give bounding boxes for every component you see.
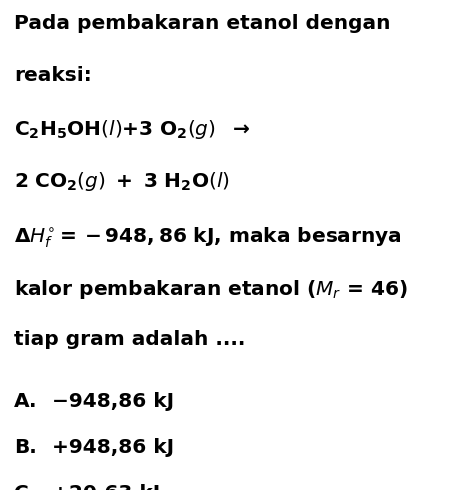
Text: A.: A. bbox=[14, 392, 37, 411]
Text: +20,63 kJ: +20,63 kJ bbox=[52, 484, 160, 490]
Text: +948,86 kJ: +948,86 kJ bbox=[52, 438, 174, 457]
Text: $\mathbf{C_2H_5}$$\mathbf{OH}$$\mathit{(l)}$$\mathbf{ + 3\ O_2}$$\mathit{(g)}$$\: $\mathbf{C_2H_5}$$\mathbf{OH}$$\mathit{(… bbox=[14, 118, 250, 141]
Text: Pada pembakaran etanol dengan: Pada pembakaran etanol dengan bbox=[14, 14, 390, 33]
Text: $\mathbf{2\ CO_2}$$\mathit{(g)}$$\mathbf{\ +\ 3\ H_2O}$$\mathit{(l)}$: $\mathbf{2\ CO_2}$$\mathit{(g)}$$\mathbf… bbox=[14, 170, 230, 193]
Text: tiap gram adalah ....: tiap gram adalah .... bbox=[14, 330, 245, 349]
Text: reaksi:: reaksi: bbox=[14, 66, 92, 85]
Text: C.: C. bbox=[14, 484, 36, 490]
Text: B.: B. bbox=[14, 438, 37, 457]
Text: kalor pembakaran etanol ($\mathit{M_r}$ = 46): kalor pembakaran etanol ($\mathit{M_r}$ … bbox=[14, 278, 408, 301]
Text: −948,86 kJ: −948,86 kJ bbox=[52, 392, 174, 411]
Text: $\mathbf{\Delta} \mathit{H}_{\mathit{f}}^{\circ}$$\mathbf{= -948,86\ kJ}$, maka : $\mathbf{\Delta} \mathit{H}_{\mathit{f}}… bbox=[14, 226, 402, 250]
